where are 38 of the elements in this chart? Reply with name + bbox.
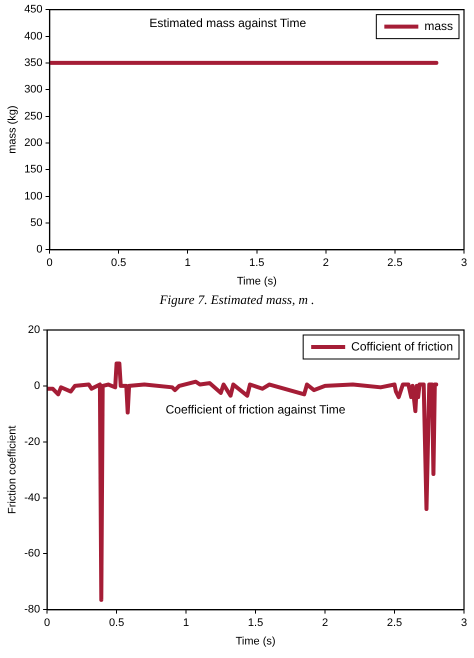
- x-tick-label: 3: [460, 257, 468, 270]
- x-tick-label: 1: [183, 617, 190, 630]
- x-tick-label: 1.5: [248, 617, 264, 630]
- y-tick-label: 450: [24, 4, 43, 16]
- y-tick-label: 0: [36, 244, 43, 256]
- y-tick-label: -60: [24, 548, 40, 560]
- y-tick-label: 250: [24, 110, 43, 122]
- text: Estimated mass against Time: [149, 16, 306, 30]
- y-tick-label: 0: [34, 380, 40, 392]
- y-tick-label: -20: [24, 436, 40, 448]
- y-axis-title: Friction coefficient: [6, 426, 19, 514]
- x-axis-title: Time (s): [236, 635, 276, 648]
- legend-label: mass: [424, 18, 453, 33]
- y-tick-label: 350: [24, 56, 43, 69]
- x-tick-label: 2: [322, 257, 329, 270]
- x-tick-label: 1.5: [249, 257, 264, 270]
- y-tick-label: 300: [24, 84, 43, 96]
- legend-label: Cofficient of friction: [351, 339, 454, 354]
- x-tick-label: 0: [46, 257, 53, 270]
- x-axis-title: Time (s): [236, 275, 277, 288]
- x-tick-label: 2.5: [386, 617, 402, 630]
- x-tick-label: 3: [460, 617, 468, 630]
- y-tick-label: 100: [24, 190, 43, 202]
- y-tick-label: 20: [28, 324, 40, 336]
- y-tick-label: -40: [24, 492, 40, 504]
- text: Coefficient of friction against Time: [166, 402, 346, 416]
- y-tick-label: 400: [24, 30, 43, 42]
- caption: Figure 7. Estimated mass, m .: [158, 291, 316, 309]
- x-tick-label: 0.5: [110, 257, 126, 270]
- y-axis-title: mass (kg): [6, 105, 19, 154]
- y-tick-label: 150: [24, 164, 43, 176]
- x-tick-label: 1: [184, 257, 191, 270]
- x-tick-label: 2.5: [387, 257, 403, 270]
- y-tick-label: 50: [30, 216, 43, 229]
- x-tick-label: 0.5: [108, 617, 124, 630]
- x-tick-label: 2: [322, 617, 328, 630]
- y-tick-label: -80: [24, 604, 40, 616]
- y-tick-label: 200: [24, 136, 43, 149]
